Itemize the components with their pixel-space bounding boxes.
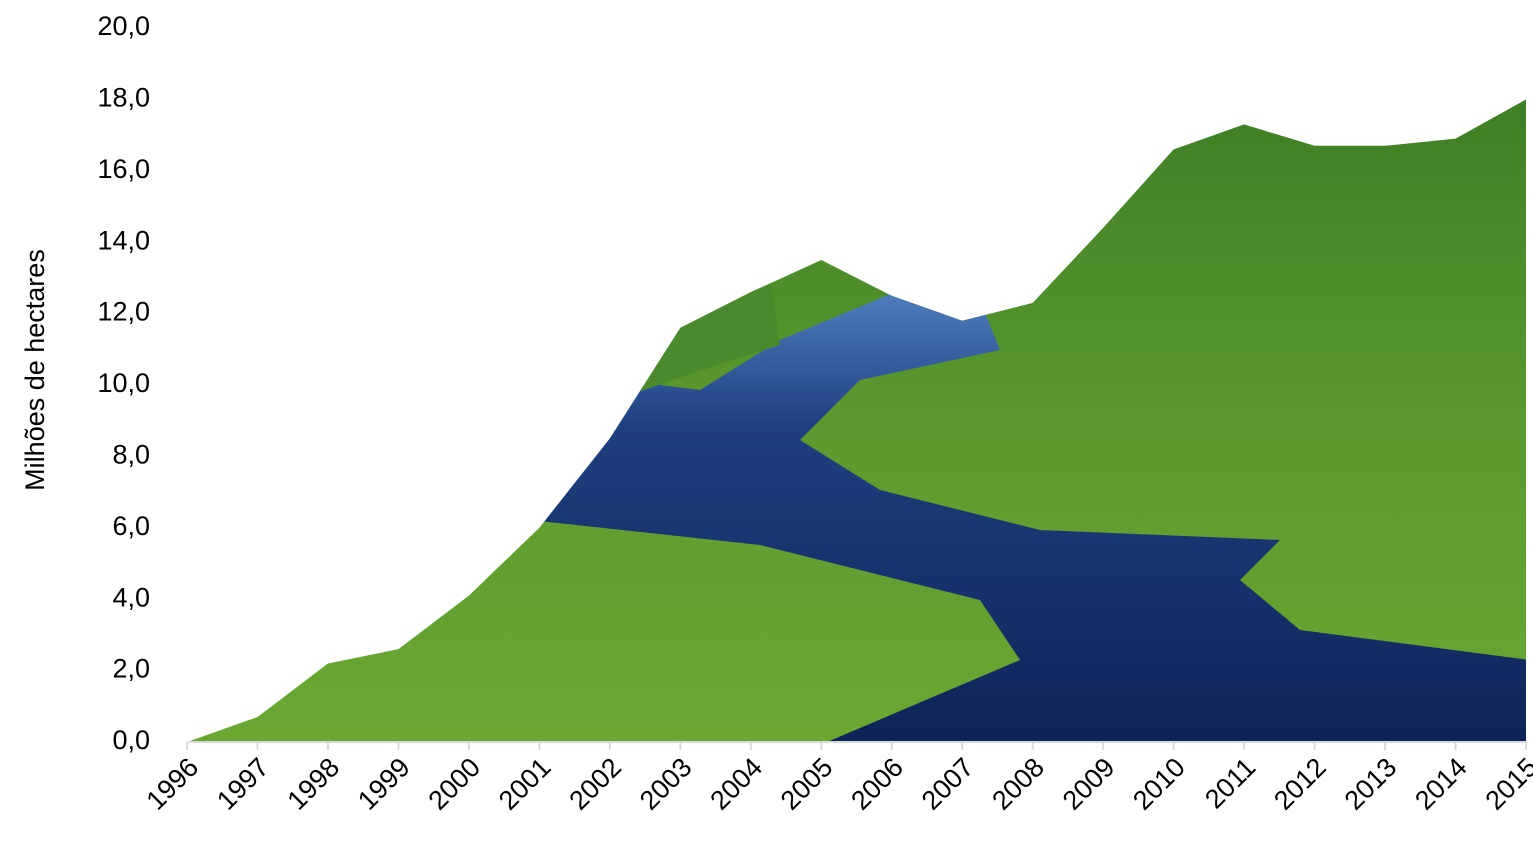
y-tick-label: 8,0 xyxy=(112,440,150,470)
y-tick-label: 20,0 xyxy=(97,11,150,41)
x-tick-label: 2009 xyxy=(1057,752,1121,816)
x-tick-label: 2014 xyxy=(1409,752,1473,816)
x-tick-label: 1997 xyxy=(211,752,275,816)
y-tick-label: 2,0 xyxy=(112,654,150,684)
x-tick-label: 1998 xyxy=(282,752,346,816)
y-tick-label: 4,0 xyxy=(112,582,150,612)
x-tick-label: 2003 xyxy=(634,752,698,816)
x-tick-label: 2010 xyxy=(1127,752,1191,816)
x-tick-label: 2005 xyxy=(775,752,839,816)
y-tick-label: 14,0 xyxy=(97,225,150,255)
x-tick-label: 2015 xyxy=(1480,752,1533,816)
y-tick-label: 16,0 xyxy=(97,154,150,184)
x-tick-label: 2001 xyxy=(493,752,557,816)
x-tick-label: 2013 xyxy=(1339,752,1403,816)
x-tick-label: 2006 xyxy=(845,752,909,816)
y-axis-label: Milhões de hectares xyxy=(20,249,50,491)
x-tick-label: 2011 xyxy=(1199,752,1261,814)
x-tick-label: 1999 xyxy=(352,752,416,816)
x-tick-label: 2002 xyxy=(563,752,627,816)
x-tick-label: 2004 xyxy=(704,752,768,816)
x-tick-label: 2008 xyxy=(986,752,1050,816)
x-tick-label: 2012 xyxy=(1268,752,1332,816)
y-tick-label: 0,0 xyxy=(112,725,150,755)
x-tick-label: 1996 xyxy=(141,752,205,816)
y-tick-label: 10,0 xyxy=(97,368,150,398)
y-tick-label: 12,0 xyxy=(97,297,150,327)
y-tick-label: 6,0 xyxy=(112,511,150,541)
x-tick-label: 2000 xyxy=(422,752,486,816)
y-tick-label: 18,0 xyxy=(97,83,150,113)
x-tick-label: 2007 xyxy=(916,752,980,816)
